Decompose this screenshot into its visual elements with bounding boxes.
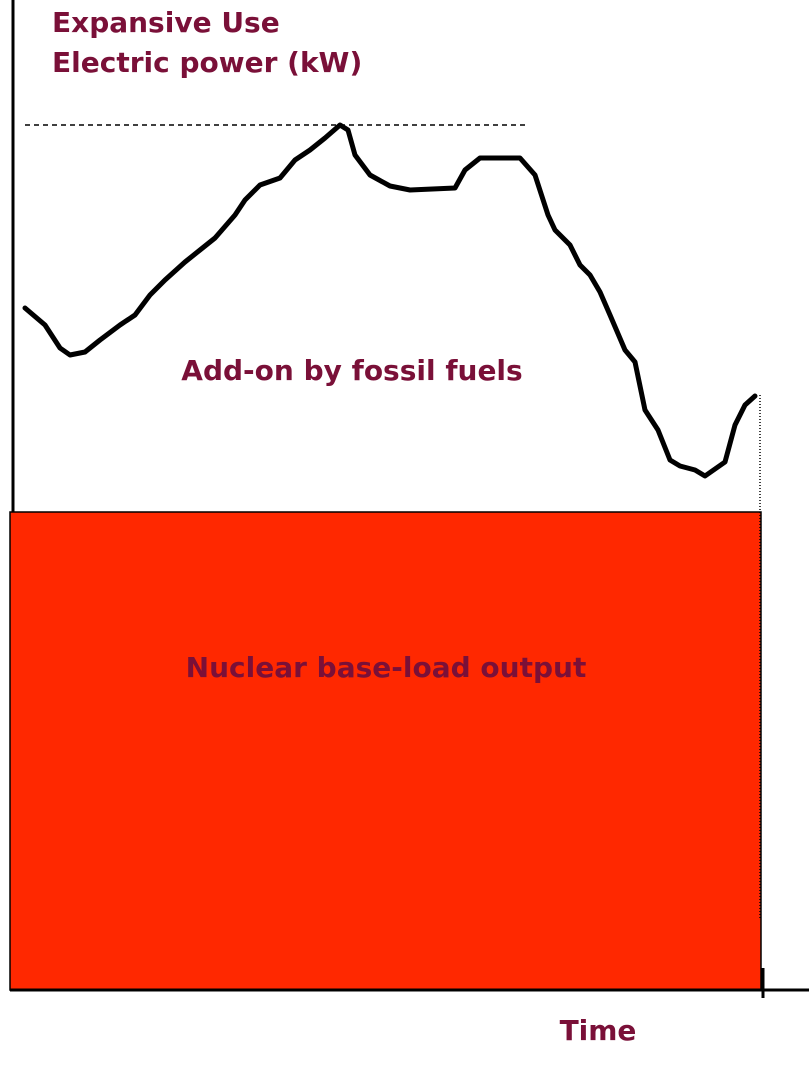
demand-curve: [22, 122, 758, 479]
y-axis-label: Electric power (kW): [52, 46, 362, 79]
region-label: Add-on by fossil fuels: [181, 354, 522, 387]
base-load-area: [9, 511, 762, 991]
x-axis-label: Time: [560, 1014, 637, 1047]
region-label: Nuclear base-load output: [186, 651, 587, 684]
y-axis-label: Expansive Use: [52, 6, 280, 39]
